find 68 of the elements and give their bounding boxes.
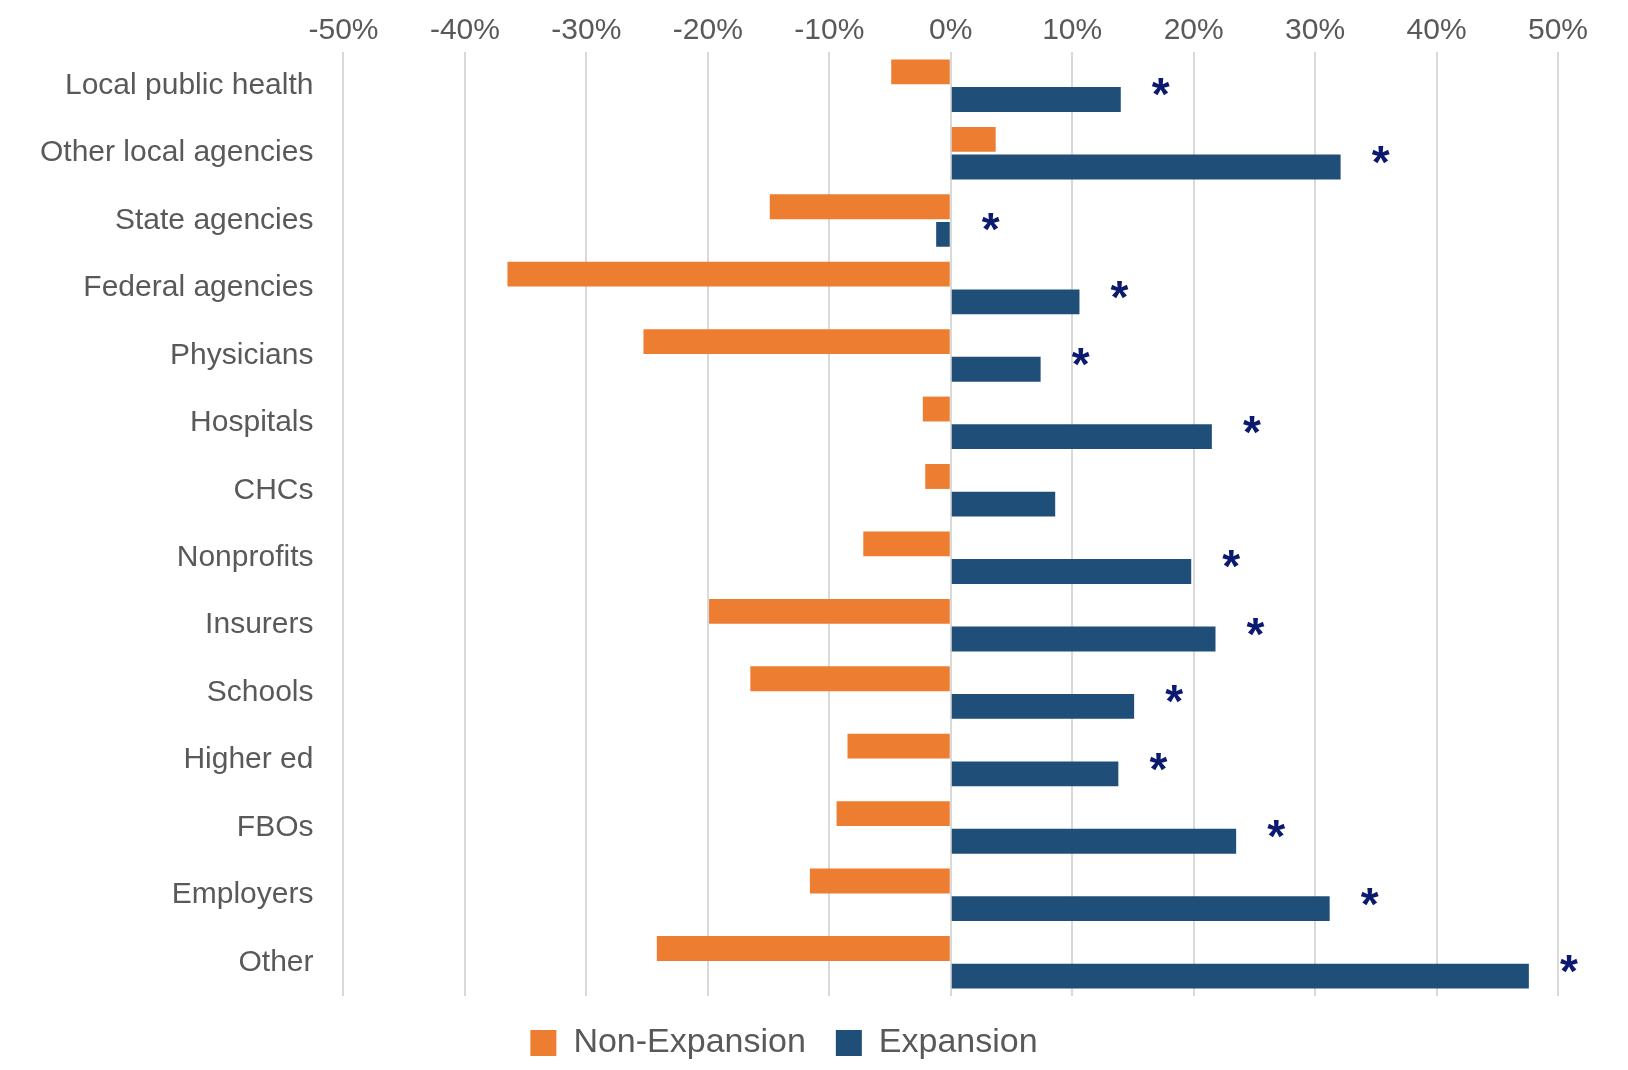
- x-tick-label: 0%: [929, 12, 973, 46]
- x-tick-label: -50%: [308, 12, 379, 46]
- x-tick-label: 10%: [1042, 12, 1103, 46]
- x-tick-label: 50%: [1527, 12, 1589, 46]
- y-tick-label: State agencies: [115, 201, 314, 235]
- bar: [951, 559, 1192, 584]
- bar: [922, 396, 950, 422]
- bar: [951, 626, 1216, 652]
- annotation: *: [981, 203, 1000, 256]
- annotation: *: [1110, 270, 1129, 323]
- bar: [951, 761, 1119, 787]
- bar: [951, 154, 1341, 180]
- bar: [507, 261, 950, 287]
- bar: [925, 464, 950, 489]
- bar: [863, 531, 950, 557]
- annotation: *: [1165, 675, 1184, 728]
- annotation: *: [1149, 742, 1168, 795]
- bar: [951, 491, 1056, 517]
- y-tick-label: Schools: [206, 673, 314, 707]
- bar: [951, 356, 1041, 382]
- x-tick-label: -10%: [794, 12, 865, 46]
- y-tick-label: CHCs: [233, 471, 314, 505]
- y-tick-label: Physicians: [170, 336, 314, 370]
- y-tick-label: Federal agencies: [83, 269, 314, 303]
- bar: [951, 289, 1080, 315]
- bar: [847, 733, 950, 759]
- y-tick-label: Other local agencies: [39, 134, 314, 168]
- x-tick-label: -20%: [672, 12, 743, 46]
- annotation: *: [1242, 405, 1261, 458]
- annotation: *: [1222, 540, 1241, 593]
- x-tick-label: 30%: [1285, 12, 1346, 46]
- bar: [951, 828, 1237, 854]
- x-tick-label: -30%: [551, 12, 622, 46]
- y-tick-label: Employers: [171, 876, 314, 910]
- bar: [951, 424, 1212, 450]
- y-tick-label: FBOs: [236, 808, 314, 842]
- bar: [836, 801, 950, 827]
- bar: [951, 126, 996, 152]
- y-tick-label: Other: [238, 943, 314, 977]
- y-tick-label: Nonprofits: [176, 538, 314, 572]
- x-tick-label: 40%: [1406, 12, 1467, 46]
- bar: [809, 868, 950, 894]
- y-tick-label: Local public health: [64, 66, 314, 100]
- bar: [951, 896, 1330, 922]
- bar: [643, 329, 950, 355]
- legend-label: Expansion: [878, 1021, 1038, 1060]
- bar: [891, 59, 950, 85]
- bar: [951, 693, 1135, 719]
- bar: [656, 936, 950, 961]
- annotation: *: [1371, 135, 1390, 188]
- bar: [936, 221, 950, 247]
- y-tick-label: Higher ed: [183, 741, 314, 775]
- annotation: *: [1071, 338, 1090, 391]
- bar: [951, 87, 1121, 112]
- bar: [750, 666, 950, 692]
- bar: [951, 963, 1529, 989]
- annotation: *: [1267, 810, 1286, 863]
- annotation: *: [1360, 877, 1379, 930]
- bar: [709, 598, 950, 624]
- x-tick-label: 20%: [1163, 12, 1224, 46]
- annotation: *: [1559, 944, 1578, 997]
- y-tick-label: Insurers: [205, 606, 314, 640]
- x-tick-label: -40%: [429, 12, 500, 46]
- legend-label: Non-Expansion: [573, 1021, 806, 1060]
- bar: [769, 194, 950, 220]
- annotation: *: [1246, 607, 1265, 660]
- y-tick-label: Hospitals: [190, 404, 314, 438]
- annotation: *: [1151, 68, 1170, 121]
